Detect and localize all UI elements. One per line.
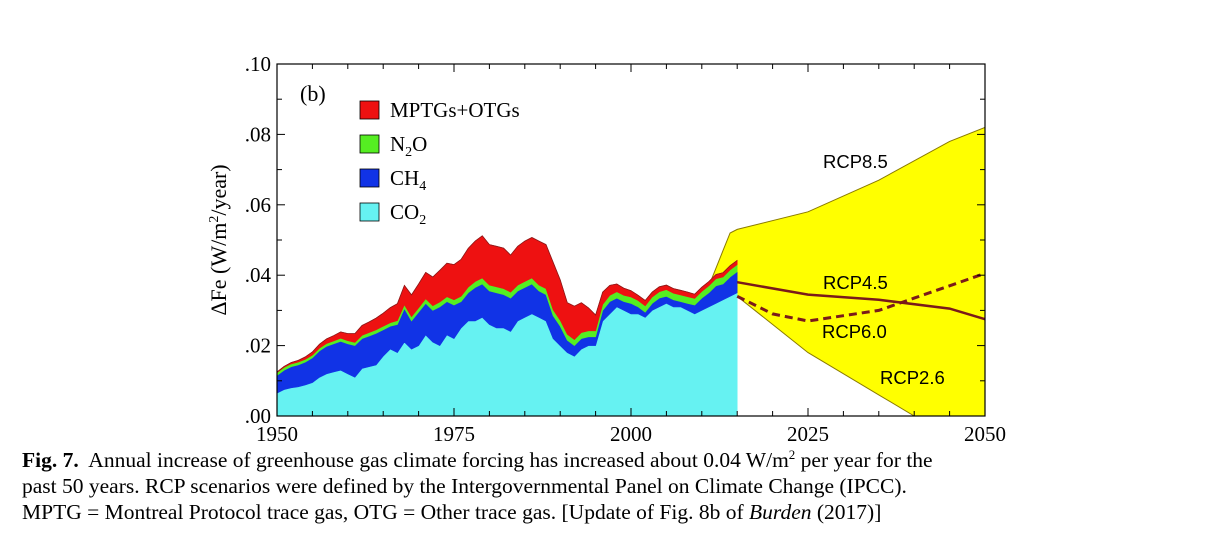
caption-line-1-sup: 2 (788, 447, 796, 462)
label-rcp45: RCP4.5 (823, 272, 888, 293)
y-tick-label: .04 (245, 263, 272, 287)
x-tick-label: 2025 (787, 422, 829, 445)
y-tick-label: .08 (245, 122, 271, 146)
legend-label-ch4: CH4 (390, 166, 426, 194)
axis-ticks: 1950 1975 2000 2025 2050 .00 .02 .04 .06 .08 .10 (245, 52, 1006, 445)
stack-total-outline (276, 235, 738, 373)
figure-caption: Fig. 7. Annual increase of greenhouse ga… (22, 447, 1202, 525)
caption-line-3-italic: Burden (749, 500, 812, 524)
y-axis-title-pre: ΔFe (W/m (206, 223, 231, 316)
caption-line-1-text: Annual increase of greenhouse gas climat… (78, 448, 789, 472)
legend-swatch-mptgs (359, 100, 380, 120)
caption-line-3-pre: MPTG = Montreal Protocol trace gas, OTG … (22, 500, 750, 524)
legend-label-co2: CO2 (390, 200, 426, 228)
legend-item-n2o: N2O (359, 132, 427, 160)
caption-line-3-post: (2017)] (811, 500, 882, 524)
plot-area (276, 126, 986, 417)
scenario-line-1 (736, 280, 986, 321)
caption-line-2: past 50 years. RCP scenarios were define… (22, 474, 907, 498)
label-rcp85: RCP8.5 (823, 151, 888, 172)
y-tick-label: .02 (245, 334, 271, 358)
legend-swatch-co2 (359, 202, 380, 222)
forcing-chart: 1950 1975 2000 2025 2050 .00 .02 .04 .06 .08 .10 Δ… (206, 52, 1006, 445)
label-rcp60: RCP6.0 (822, 321, 887, 342)
y-tick-label: .06 (245, 193, 271, 217)
n2o-main: N (390, 132, 405, 156)
x-tick-label: 2000 (610, 422, 652, 445)
legend: MPTGs+OTGs N2O CH4 CO2 (359, 98, 520, 228)
legend-swatch-n2o (359, 134, 380, 154)
ch4-main: CH (390, 166, 419, 190)
y-tick-label: .00 (245, 404, 271, 428)
x-tick-label: 2050 (964, 422, 1006, 445)
scenario-line-2 (736, 271, 986, 323)
rcp-envelope (708, 126, 986, 417)
label-rcp26: RCP2.6 (880, 367, 945, 388)
y-axis-title: ΔFe (W/m2/year) (206, 164, 231, 315)
ch4-sub: 4 (419, 179, 426, 194)
legend-item-ch4: CH4 (359, 166, 426, 194)
panel-label: (b) (300, 81, 326, 106)
caption-line-3: MPTG = Montreal Protocol trace gas, OTG … (22, 499, 1202, 525)
legend-item-mptgs: MPTGs+OTGs (359, 98, 520, 122)
caption-line-1: Fig. 7. Annual increase of greenhouse ga… (22, 447, 1202, 473)
n2o-sub: 2 (405, 145, 412, 160)
x-tick-label: 1950 (256, 422, 298, 445)
legend-label-n2o: N2O (390, 132, 427, 160)
co2-sub: 2 (419, 213, 426, 228)
y-tick-label: .10 (245, 52, 271, 76)
y-axis-title-post: /year) (206, 164, 231, 215)
n2o-post: O (412, 132, 427, 156)
caption-line-1-end: per year for the (795, 448, 933, 472)
x-tick-label: 1975 (433, 422, 475, 445)
co2-main: CO (390, 200, 419, 224)
legend-item-co2: CO2 (359, 200, 426, 228)
caption-fig-label: Fig. 7. (22, 448, 79, 472)
legend-swatch-ch4 (359, 168, 380, 188)
legend-label-mptgs: MPTGs+OTGs (390, 98, 520, 122)
y-axis-title-sup: 2 (207, 216, 222, 223)
